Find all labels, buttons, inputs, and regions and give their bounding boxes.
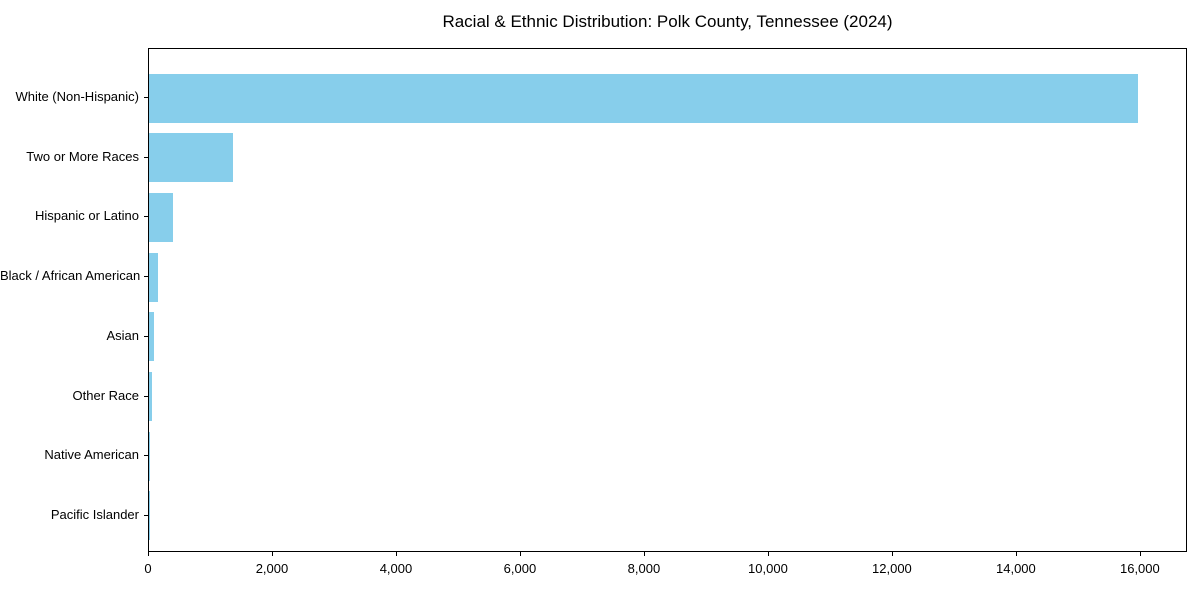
y-label-hispanic-or-latino: Hispanic or Latino xyxy=(34,208,139,224)
plot-area xyxy=(148,48,1187,552)
x-tick-14-000 xyxy=(1015,552,1017,556)
y-tick-native-american xyxy=(144,455,148,457)
y-label-native-american: Native American xyxy=(44,447,139,463)
x-label-12-000: 12,000 xyxy=(872,561,912,576)
y-tick-black-african-american xyxy=(144,276,148,278)
bar-asian xyxy=(149,312,154,362)
x-label-2-000: 2,000 xyxy=(255,561,289,576)
bar-hispanic-or-latino xyxy=(149,192,174,242)
x-tick-2-000 xyxy=(271,552,273,556)
x-label-6-000: 6,000 xyxy=(503,561,537,576)
bar-two-or-more-races xyxy=(149,133,233,183)
x-label-4-000: 4,000 xyxy=(379,561,413,576)
x-tick-12-000 xyxy=(891,552,893,556)
bar-black-african-american xyxy=(149,252,158,302)
x-label-16-000: 16,000 xyxy=(1119,561,1160,576)
bar-native-american xyxy=(149,431,150,481)
x-tick-4-000 xyxy=(395,552,397,556)
bar-other-race xyxy=(149,372,153,421)
bar-white-non-hispanic xyxy=(149,73,1138,123)
x-label-14-000: 14,000 xyxy=(996,561,1036,576)
y-label-white-non-hispanic: White (Non-Hispanic) xyxy=(15,89,139,104)
y-label-black-african-american: Black / African American xyxy=(0,268,141,284)
y-label-pacific-islander: Pacific Islander xyxy=(50,506,139,522)
x-tick-16-000 xyxy=(1139,552,1141,556)
y-tick-asian xyxy=(144,335,148,337)
y-label-other-race: Other Race xyxy=(72,387,139,403)
y-label-asian: Asian xyxy=(106,327,139,343)
y-tick-white-non-hispanic xyxy=(144,97,148,98)
x-tick-10-000 xyxy=(767,552,769,556)
x-label-10-000: 10,000 xyxy=(748,561,788,576)
x-label-0: 0 xyxy=(144,561,152,576)
y-label-two-or-more-races: Two or More Races xyxy=(26,148,139,164)
y-tick-pacific-islander xyxy=(144,514,148,516)
x-tick-8-000 xyxy=(643,552,645,556)
x-label-8-000: 8,000 xyxy=(627,561,661,576)
x-tick-6-000 xyxy=(519,552,521,556)
y-tick-other-race xyxy=(144,395,148,397)
chart-title: Racial & Ethnic Distribution: Polk Count… xyxy=(442,12,893,31)
x-tick-0 xyxy=(148,552,149,556)
y-tick-two-or-more-races xyxy=(144,156,148,158)
y-tick-hispanic-or-latino xyxy=(144,216,148,218)
